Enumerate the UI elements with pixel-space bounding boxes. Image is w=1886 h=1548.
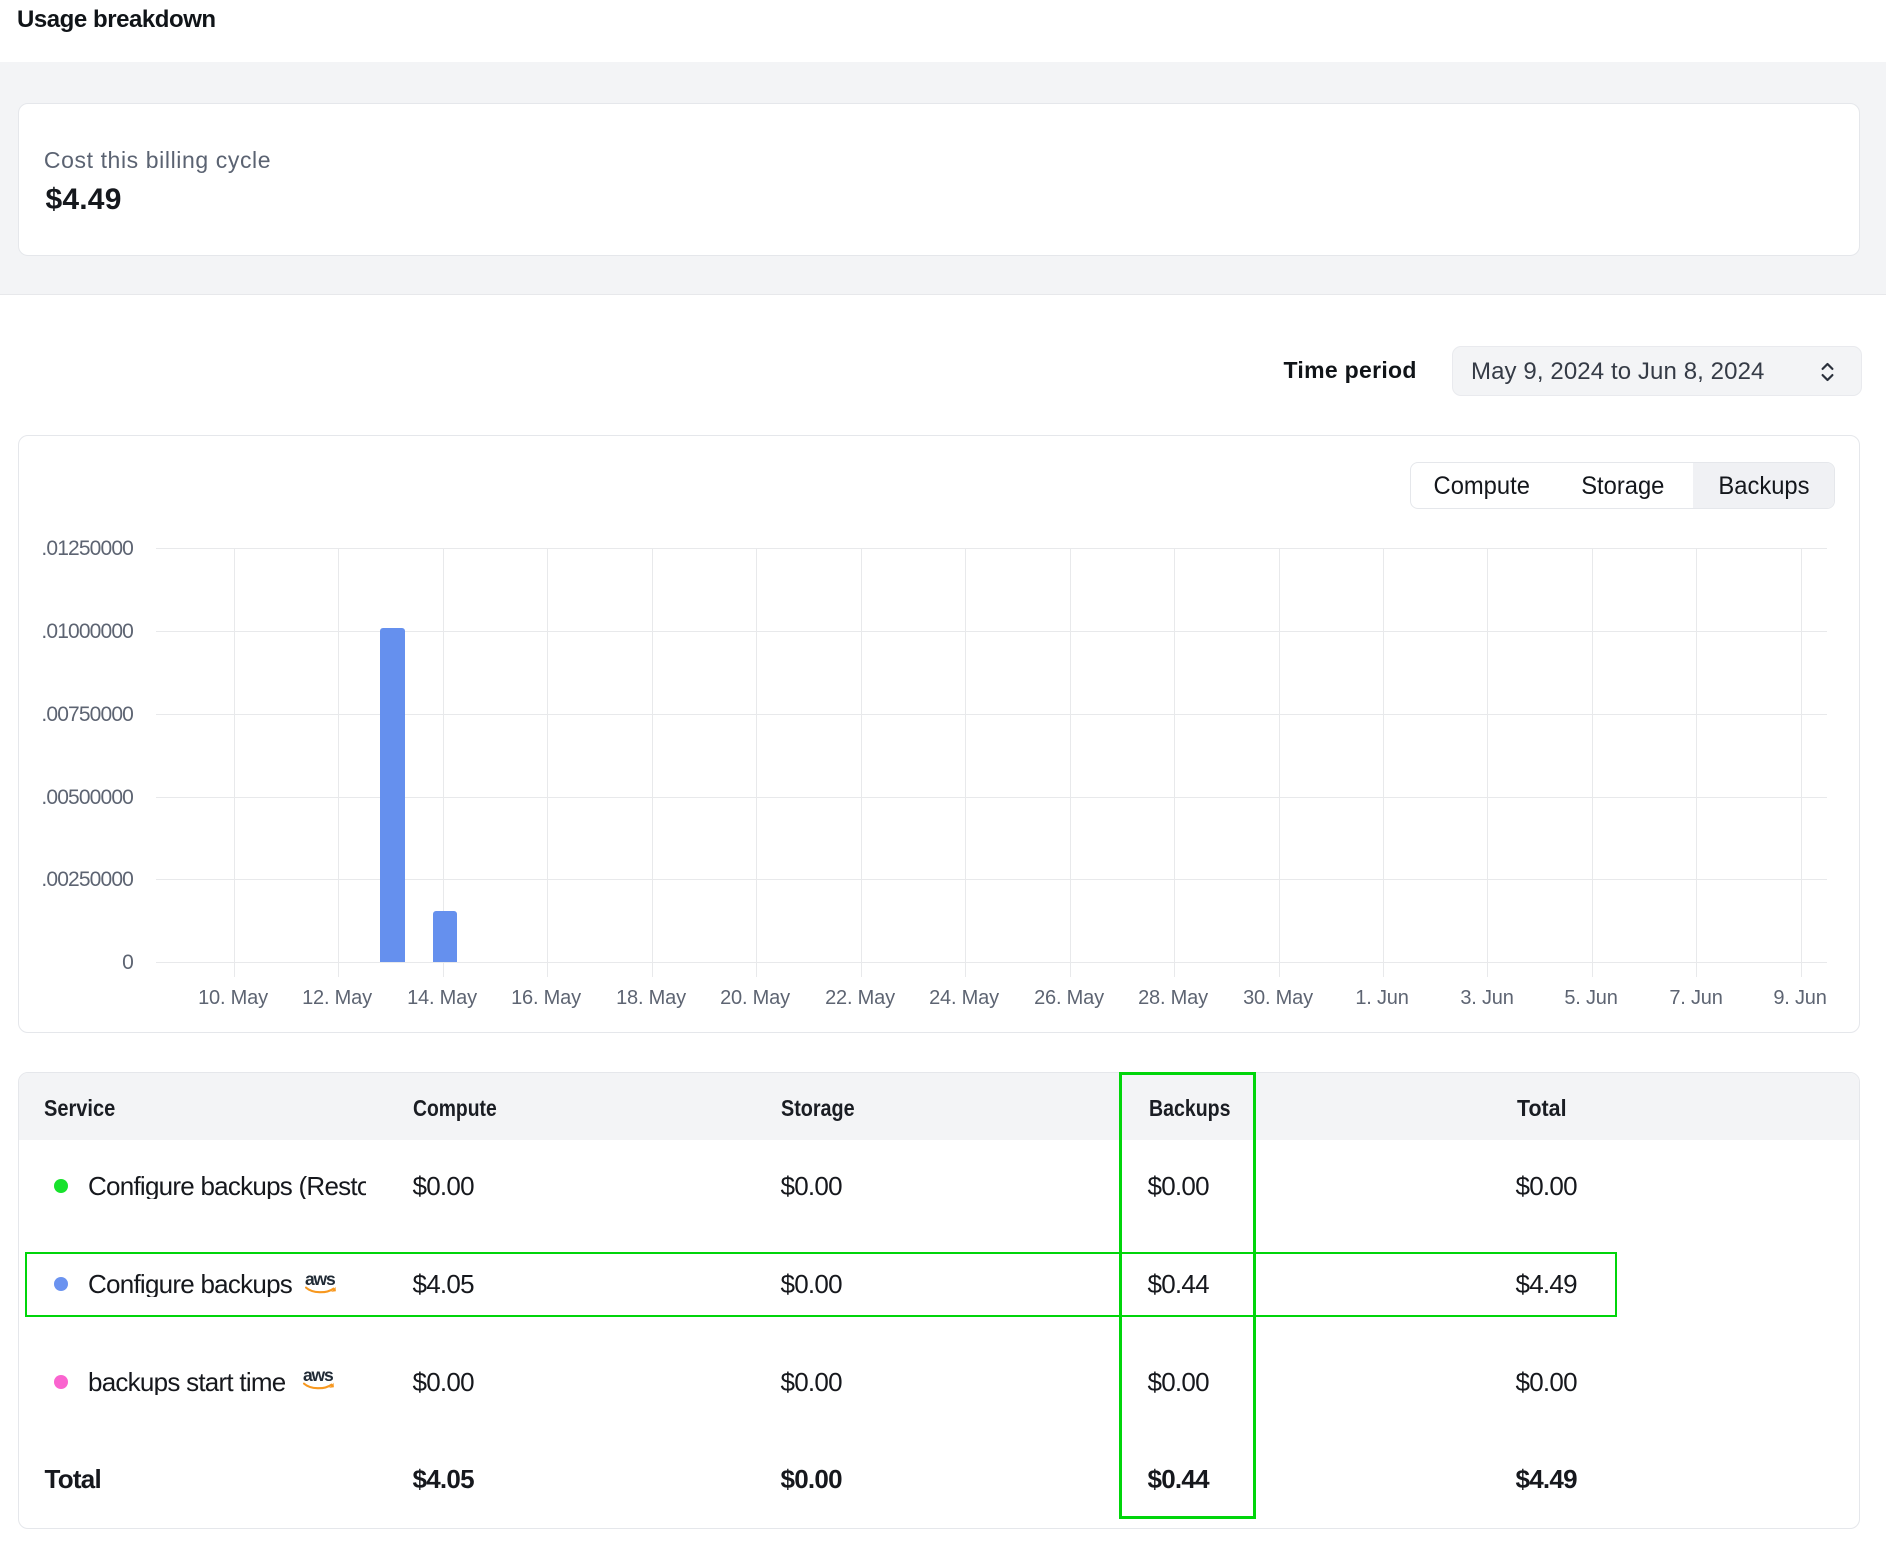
svg-text:aws: aws — [305, 1273, 336, 1289]
svg-text:aws: aws — [303, 1369, 334, 1385]
